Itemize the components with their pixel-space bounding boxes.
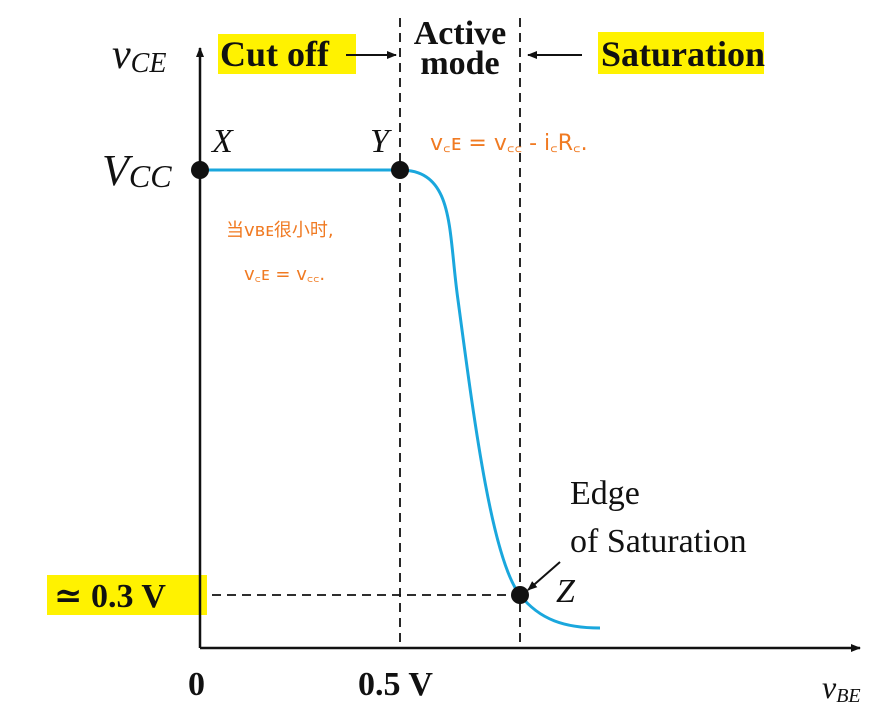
point-y xyxy=(391,161,409,179)
point-x-label: X xyxy=(210,123,234,160)
cutoff-highlight xyxy=(218,34,356,74)
vcc-label: VCC xyxy=(102,146,172,195)
y-axis-label: vCE xyxy=(112,32,166,79)
handwritten-note-line2: v꜀ᴇ = v꜀꜀. xyxy=(244,264,325,285)
handwritten-formula: v꜀ᴇ = v꜀꜀ - i꜀R꜀. xyxy=(430,131,588,156)
x-axis-label: vBE xyxy=(822,669,861,707)
point-z-label: Z xyxy=(556,573,576,610)
handwritten-note-line1: 当vʙᴇ很小时, xyxy=(226,220,334,241)
saturation-highlight xyxy=(598,32,764,74)
active-label-line1: Active xyxy=(414,15,507,52)
edge-arrow xyxy=(527,561,561,591)
cutoff-label: Cut off xyxy=(220,34,330,74)
point-y-label: Y xyxy=(370,123,392,160)
x-tick-label: 0.5 V xyxy=(358,666,433,703)
edge-label-line2: of Saturation xyxy=(570,523,747,560)
transfer-curve xyxy=(200,168,601,630)
highlights xyxy=(47,32,764,615)
low-voltage-label: ≃ 0.3 V xyxy=(54,578,166,615)
active-label-line2: mode xyxy=(420,45,499,82)
edge-label-line1: Edge xyxy=(570,475,640,512)
point-z xyxy=(511,586,529,604)
saturation-label: Saturation xyxy=(601,34,765,74)
origin-label: 0 xyxy=(188,666,205,703)
low-voltage-highlight xyxy=(47,575,207,615)
point-x xyxy=(191,161,209,179)
